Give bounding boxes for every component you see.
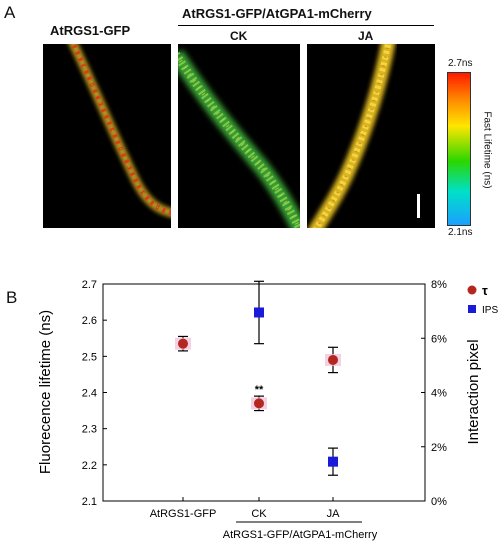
ips-point xyxy=(328,456,338,467)
left-tick-label: 2.2 xyxy=(82,460,97,472)
right-tick-label: 8% xyxy=(431,279,447,291)
tau-point xyxy=(328,354,338,365)
colorbar-min-label: 2.1ns xyxy=(448,227,473,238)
scale-bar xyxy=(417,194,420,218)
legend: τ IPS xyxy=(467,283,498,316)
left-tick-label: 2.3 xyxy=(82,424,97,436)
right-axis-ticks: 0% 2% 4% 6% 8% xyxy=(421,279,447,508)
x-group-label: AtRGS1-GFP/AtGPA1-mCherry xyxy=(223,529,378,541)
panel-a-letter: A xyxy=(4,3,16,22)
header-group-underline xyxy=(178,25,434,26)
left-tick-label: 2.6 xyxy=(82,315,97,327)
x-tick-label: JA xyxy=(327,508,341,520)
micrograph-ja xyxy=(307,44,435,228)
right-tick-label: 6% xyxy=(431,333,447,345)
lifetime-colorbar xyxy=(447,72,471,226)
lifetime-chart: 2.1 2.2 2.3 2.4 2.5 2.6 2.7 0% 2% 4% 6% 8% AtRGS1-… xyxy=(37,279,498,541)
header-atrgs1-atgpa1: AtRGS1-GFP/AtGPA1-mCherry xyxy=(182,6,372,21)
left-tick-label: 2.1 xyxy=(82,496,97,508)
legend-ips-label: IPS xyxy=(482,305,498,316)
x-axis-ticks: AtRGS1-GFP CK JA xyxy=(150,497,340,520)
legend-ips-marker xyxy=(468,305,476,313)
header-atrgs1-gfp: AtRGS1-GFP xyxy=(50,23,131,38)
header-ck: CK xyxy=(230,29,248,43)
right-tick-label: 4% xyxy=(431,388,447,400)
left-tick-label: 2.7 xyxy=(82,279,97,291)
left-tick-label: 2.4 xyxy=(82,388,97,400)
right-tick-label: 0% xyxy=(431,496,447,508)
tau-point xyxy=(178,338,188,349)
micrograph-ck xyxy=(178,44,300,228)
data-layer xyxy=(175,280,341,476)
y2-axis-label: Interaction pixel xyxy=(465,339,482,444)
panel-b-letter: B xyxy=(6,288,18,307)
left-tick-label: 2.5 xyxy=(82,351,97,363)
right-tick-label: 2% xyxy=(431,442,447,454)
x-tick-label: CK xyxy=(251,508,267,520)
colorbar-title: Fast Lifetime (ns) xyxy=(481,111,493,189)
colorbar-max-label: 2.7ns xyxy=(448,58,473,69)
left-axis-ticks: 2.1 2.2 2.3 2.4 2.5 2.6 2.7 xyxy=(82,279,107,508)
tau-point xyxy=(254,398,264,409)
header-ja: JA xyxy=(358,29,374,43)
legend-tau-marker xyxy=(467,285,477,295)
y-axis-label: Fluorecence lifetime (ns) xyxy=(37,310,54,474)
x-tick-label: AtRGS1-GFP xyxy=(150,508,217,520)
ips-point xyxy=(254,307,264,318)
micrograph-atrgs1-gfp xyxy=(43,44,171,228)
significance-marker: ** xyxy=(255,384,264,396)
legend-tau-label: τ xyxy=(482,283,488,298)
